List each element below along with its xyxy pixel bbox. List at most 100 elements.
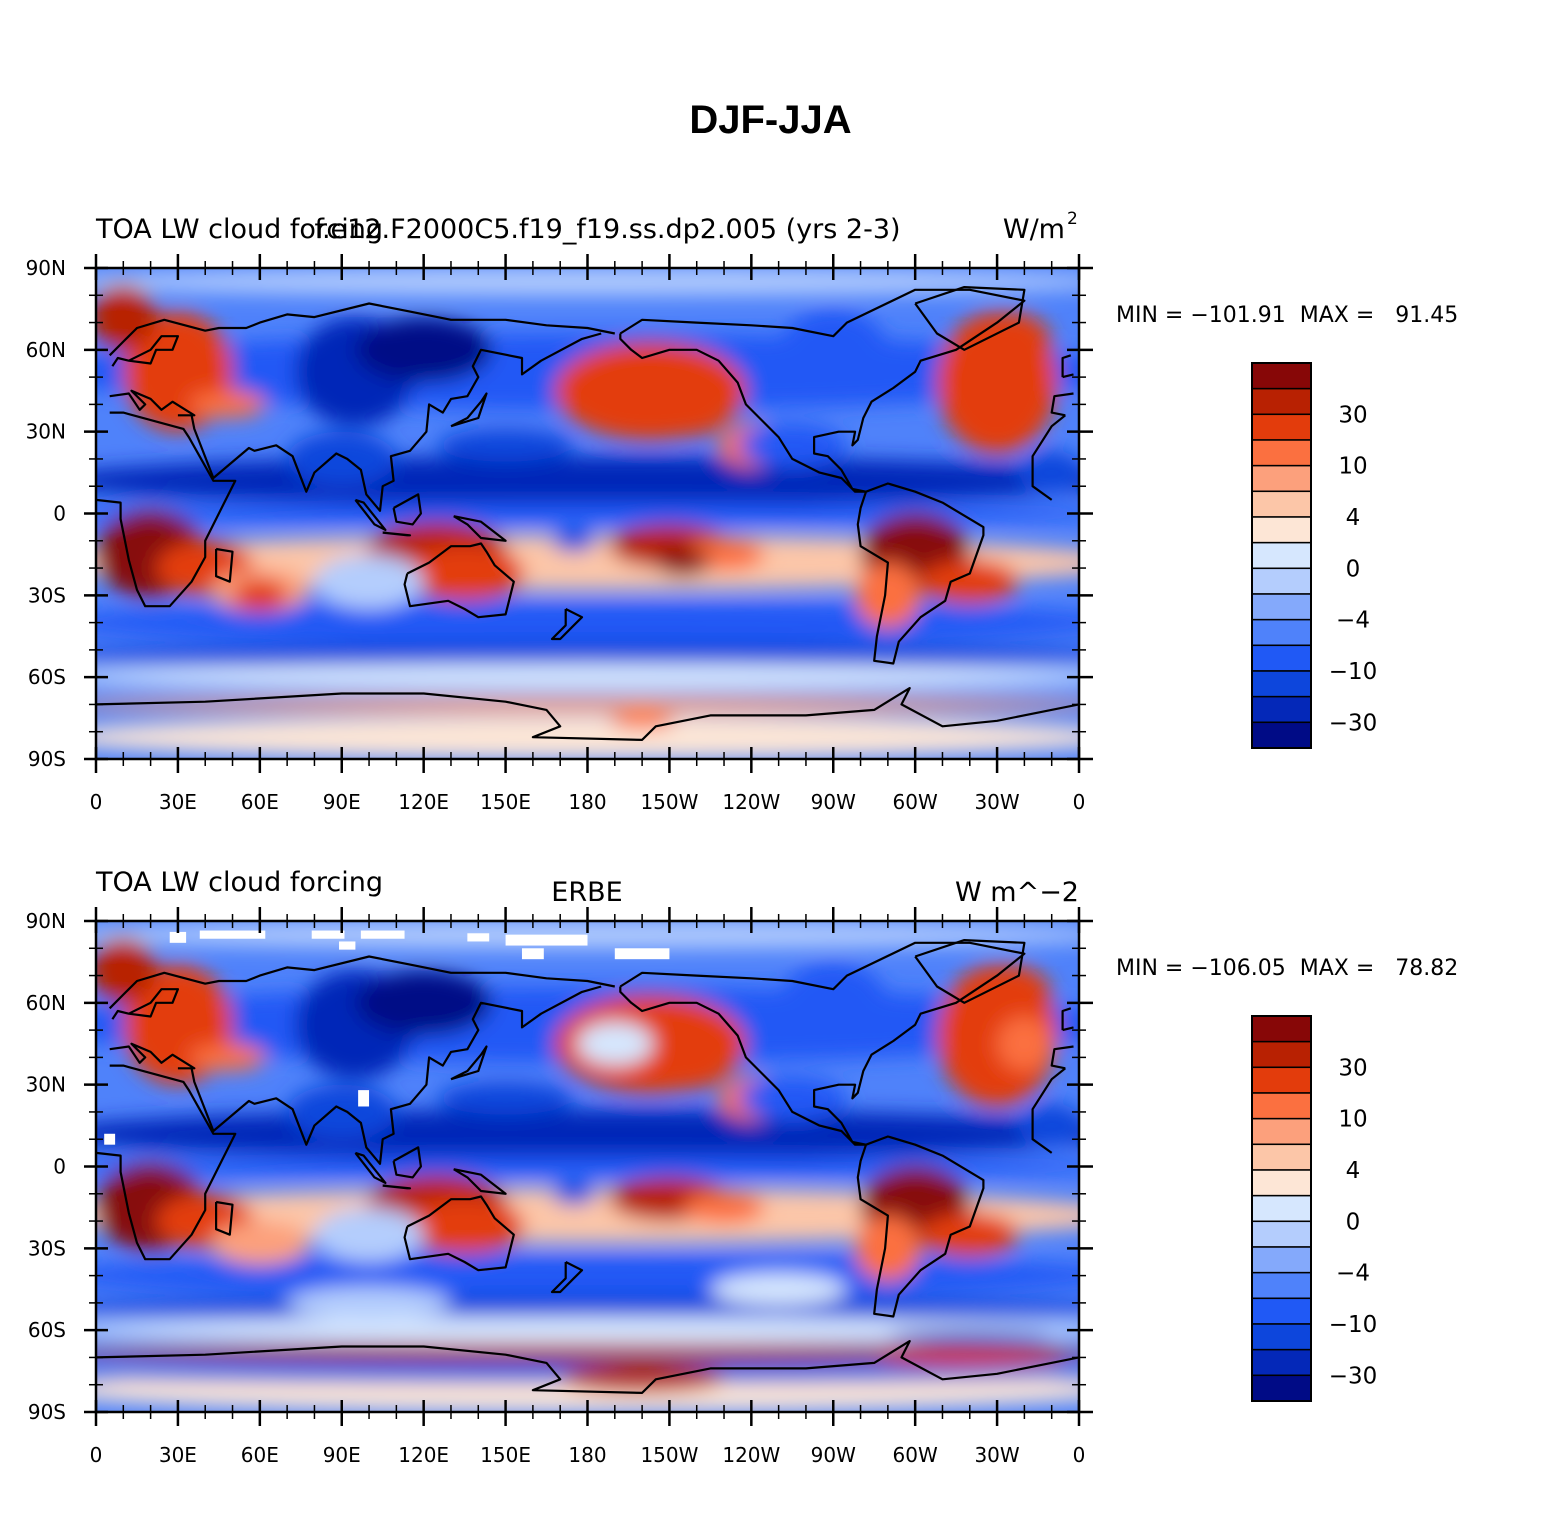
map-field-panel-2 xyxy=(96,921,1079,1412)
field-region xyxy=(96,663,1079,691)
colorbar-box xyxy=(1251,387,1312,416)
colorbar-box xyxy=(1251,516,1312,544)
lon-label: 120E xyxy=(398,1443,449,1467)
coastline xyxy=(450,1045,488,1081)
field-region xyxy=(437,1081,574,1115)
field-region xyxy=(920,1212,1019,1257)
field-region xyxy=(710,1272,847,1306)
missing-data-patch xyxy=(614,948,670,960)
lon-label: 120E xyxy=(398,790,449,814)
map-frame-panel-2: 90N 60N 30N 0 30S 60S 90S 0 30E 60E 90E 120E 150E 180… xyxy=(26,867,1459,1467)
lon-label: 120W xyxy=(722,790,780,814)
field-region xyxy=(1018,450,1079,495)
field-region xyxy=(874,1349,1066,1366)
colorbar-box xyxy=(1251,439,1312,467)
field-region xyxy=(287,1084,397,1140)
coastline xyxy=(96,687,1079,741)
lon-label: 90W xyxy=(811,790,856,814)
coastline xyxy=(111,988,1074,1070)
field-region xyxy=(232,578,288,612)
coastline xyxy=(914,286,1026,351)
colorbar-label: 30 xyxy=(1338,402,1367,428)
field-region xyxy=(96,502,1079,525)
colorbar-box xyxy=(1251,593,1312,621)
field-region xyxy=(778,308,888,391)
field-region xyxy=(437,428,574,462)
field-region xyxy=(96,600,1079,645)
field-region xyxy=(355,317,492,383)
missing-data-patch xyxy=(104,1133,116,1145)
colorbar-box xyxy=(1251,1066,1312,1094)
lat-label: 60N xyxy=(26,991,66,1015)
field-region xyxy=(683,1191,765,1224)
coastline xyxy=(392,493,422,526)
panel-left-title: TOA LW cloud forcing xyxy=(95,214,383,245)
coastline xyxy=(856,1135,985,1318)
lat-label: 0 xyxy=(53,1155,66,1179)
colorbar-box xyxy=(1251,413,1312,441)
coastline xyxy=(108,302,616,357)
field-region xyxy=(655,548,711,577)
lon-label: 30E xyxy=(159,790,197,814)
lat-label: 60N xyxy=(26,338,66,362)
missing-data-patch xyxy=(199,930,266,939)
colorbar-box xyxy=(1251,1015,1312,1043)
colorbar-border xyxy=(1251,1015,1312,1402)
colorbar-box xyxy=(1251,1374,1312,1402)
lon-label: 30E xyxy=(159,1443,197,1467)
field-region xyxy=(633,382,733,438)
lat-label: 30N xyxy=(26,420,66,444)
coastline xyxy=(382,1184,412,1190)
field-region xyxy=(920,559,1019,604)
field-region xyxy=(128,510,173,544)
field-region xyxy=(1018,1103,1079,1148)
colorbar-label: −10 xyxy=(1329,1312,1378,1338)
field-region xyxy=(96,641,1079,669)
colorbar-box xyxy=(1251,1040,1312,1069)
field-region xyxy=(855,562,921,629)
colorbar-box xyxy=(1251,1297,1312,1325)
lon-label: 0 xyxy=(90,1443,103,1467)
lon-label: 90W xyxy=(811,1443,856,1467)
colorbar-box xyxy=(1251,1220,1312,1248)
min-max-label: MIN = −106.05 MAX = 78.82 xyxy=(1116,956,1458,981)
colorbar-label: −4 xyxy=(1336,1261,1370,1287)
colorbar-label: −30 xyxy=(1329,1363,1378,1389)
field-region xyxy=(355,970,492,1036)
coastline xyxy=(96,1340,1079,1394)
colorbar-box xyxy=(1251,490,1312,518)
coastline xyxy=(111,335,1074,417)
lon-label: 60E xyxy=(241,1443,279,1467)
coastline xyxy=(382,531,412,537)
colorbar-box xyxy=(1251,541,1312,570)
colorbar-box xyxy=(1251,1246,1312,1274)
field-region xyxy=(969,311,1052,378)
colorbar: 30 10 4 0 −4 −10 −30 xyxy=(1251,362,1377,749)
field-region xyxy=(210,1221,309,1265)
lon-label: 90E xyxy=(323,1443,361,1467)
lon-label: 0 xyxy=(1073,1443,1086,1467)
lon-label: 90E xyxy=(323,790,361,814)
lon-label: 60E xyxy=(241,790,279,814)
field-region xyxy=(737,1076,847,1121)
coastlines xyxy=(96,286,1079,741)
field-region xyxy=(96,456,1079,506)
field-region xyxy=(314,554,424,609)
missing-data-patch xyxy=(360,930,405,939)
field-region xyxy=(997,1016,1052,1072)
lon-label: 0 xyxy=(90,790,103,814)
panel-right-title-superscript: 2 xyxy=(1067,209,1078,229)
lon-label: 150W xyxy=(640,790,698,814)
field-region xyxy=(552,1182,596,1205)
lat-label: 0 xyxy=(53,502,66,526)
coastline xyxy=(453,1168,507,1195)
coastline xyxy=(453,515,507,542)
lon-label: 60W xyxy=(893,790,938,814)
colorbar-box xyxy=(1251,567,1312,595)
field-region xyxy=(552,529,596,552)
colorbar-label: 0 xyxy=(1346,1209,1361,1235)
panel-center-title: ERBE xyxy=(551,877,622,908)
missing-data-patch xyxy=(358,1090,370,1107)
map-field-panel-1 xyxy=(96,268,1079,759)
lat-label: 30N xyxy=(26,1073,66,1097)
